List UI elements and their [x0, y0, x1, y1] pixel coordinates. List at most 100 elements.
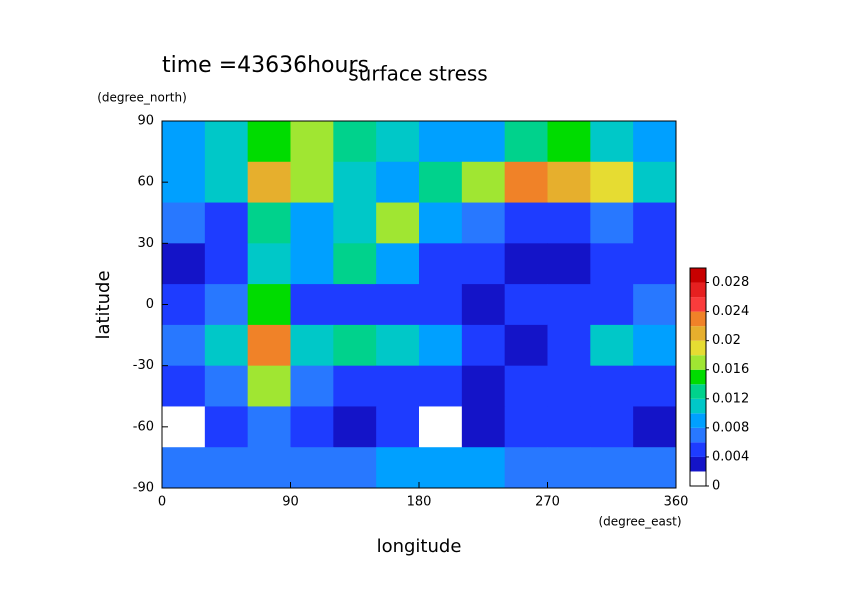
heat-cell	[376, 284, 420, 326]
heat-cell	[504, 121, 548, 163]
heat-cell	[461, 161, 506, 204]
heat-cell	[590, 284, 634, 326]
x-axis-label: longitude	[377, 536, 462, 557]
heat-cell	[461, 121, 506, 163]
colorbar-bin	[690, 369, 706, 385]
heat-cell	[461, 406, 506, 448]
heat-cell	[247, 447, 291, 489]
heat-cell	[290, 243, 334, 285]
heat-cell	[247, 406, 291, 448]
heat-cell	[376, 447, 420, 489]
heat-cell	[547, 121, 591, 163]
heat-cell	[461, 324, 506, 367]
colorbar-bin	[690, 282, 706, 298]
heat-cell	[633, 284, 677, 326]
colorbar-tick-label: 0.024	[712, 304, 749, 319]
heat-cell	[290, 121, 334, 163]
colorbar-bin	[690, 326, 706, 341]
heat-cell	[333, 161, 377, 204]
heat-cell	[590, 121, 634, 163]
heat-cell	[162, 324, 206, 367]
heat-cell	[633, 243, 677, 285]
heat-cell	[247, 121, 291, 163]
heat-cell	[419, 243, 463, 285]
heat-cell	[461, 447, 506, 489]
colorbar-tick-label: 0.008	[712, 420, 749, 435]
heat-cell	[162, 406, 206, 448]
colorbar-bin	[690, 427, 706, 443]
heat-cell	[204, 447, 249, 489]
heat-cell	[162, 447, 206, 489]
heat-cell	[633, 121, 677, 163]
heat-cell	[590, 202, 634, 244]
heat-cell	[504, 161, 548, 204]
heat-cell	[162, 202, 206, 244]
heat-cell	[633, 447, 677, 489]
heat-cell	[204, 284, 249, 326]
heat-cell	[547, 202, 591, 244]
heat-cell	[376, 202, 420, 244]
heat-cell	[461, 365, 506, 407]
heat-cell	[290, 365, 334, 407]
heat-cell	[333, 243, 377, 285]
heat-cell	[547, 161, 591, 204]
colorbar-bin	[690, 355, 706, 370]
x-tick-label: 90	[282, 495, 299, 510]
x-tick-label: 270	[535, 495, 560, 510]
heat-cell	[376, 121, 420, 163]
chart-title: surface stress	[348, 62, 487, 86]
heat-cell	[204, 161, 249, 204]
heat-cell	[376, 365, 420, 407]
heat-cell	[419, 161, 463, 204]
heat-cell	[333, 406, 377, 448]
heat-cell	[547, 406, 591, 448]
heat-cell	[590, 324, 634, 367]
y-tick-label: -30	[133, 358, 154, 373]
heat-cell	[247, 365, 291, 407]
heat-cell	[162, 161, 206, 204]
colorbar-bin	[690, 384, 706, 399]
heat-cell	[419, 447, 463, 489]
heat-cell	[547, 243, 591, 285]
colorbar-bin	[690, 413, 706, 428]
x-unit: (degree_east)	[598, 515, 681, 529]
colorbar-tick-label: 0.016	[712, 362, 749, 377]
y-tick-label: 30	[137, 236, 154, 251]
colorbar-frame	[689, 267, 707, 487]
heat-cell	[590, 161, 634, 204]
colorbar-bin	[690, 471, 706, 486]
colorbar-tick-label: 0.004	[712, 449, 749, 464]
heat-cell	[504, 284, 548, 326]
heat-cell	[376, 324, 420, 367]
heat-cell	[504, 447, 548, 489]
x-tick-label: 0	[158, 495, 166, 510]
y-axis-label: latitude	[93, 270, 114, 339]
heat-cell	[590, 243, 634, 285]
heat-cell	[419, 406, 463, 448]
heat-cell	[376, 406, 420, 448]
heat-cell	[590, 406, 634, 448]
y-tick-label: 90	[137, 114, 154, 129]
heat-cell	[204, 121, 249, 163]
heat-cell	[333, 447, 377, 489]
x-tick-label: 180	[407, 495, 432, 510]
y-tick-label: 0	[146, 297, 154, 312]
heat-cell	[461, 243, 506, 285]
heat-cell	[333, 202, 377, 244]
heat-cell	[419, 121, 463, 163]
heat-cell	[290, 284, 334, 326]
heat-cell	[504, 406, 548, 448]
colorbar-bin	[690, 297, 706, 312]
heat-cell	[504, 365, 548, 407]
y-unit: (degree_north)	[97, 91, 187, 105]
heat-cell	[547, 365, 591, 407]
heat-cell	[419, 202, 463, 244]
heat-cell	[633, 161, 677, 204]
heat-cell	[547, 324, 591, 367]
heat-cell	[290, 447, 334, 489]
heat-cell	[333, 365, 377, 407]
y-tick-label: -60	[133, 419, 154, 434]
heat-cell	[419, 284, 463, 326]
heat-cell	[204, 406, 249, 448]
